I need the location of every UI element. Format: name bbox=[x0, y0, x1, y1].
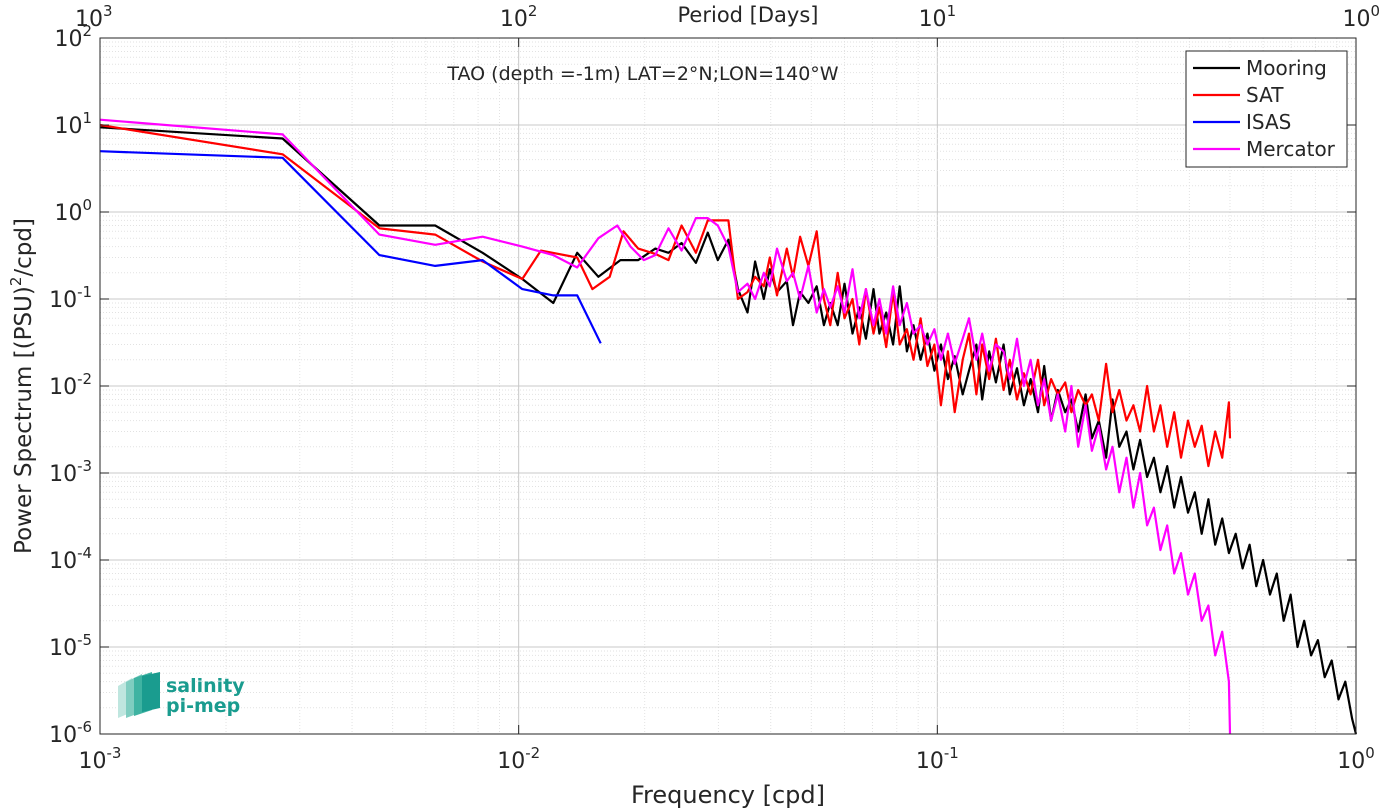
y-tick-label-exponent: -4 bbox=[77, 544, 92, 562]
y-axis-label-superscript: 2 bbox=[7, 277, 25, 287]
series-line-mercator bbox=[99, 118, 1232, 735]
top-tick-label-exponent: 0 bbox=[1370, 2, 1380, 20]
top-tick-label: 101 bbox=[919, 2, 957, 32]
y-tick-label-base: 10 bbox=[49, 375, 77, 400]
series-line-sat bbox=[99, 123, 1232, 468]
x-tick-label-base: 10 bbox=[1337, 749, 1365, 774]
y-tick-label: 10-4 bbox=[49, 544, 92, 574]
ticks bbox=[99, 37, 1357, 735]
y-tick-label-exponent: -2 bbox=[77, 370, 92, 388]
y-tick-label-exponent: 0 bbox=[82, 196, 92, 214]
top-tick-label-exponent: 3 bbox=[103, 2, 113, 20]
y-tick-label: 10-2 bbox=[49, 370, 92, 400]
top-tick-label-base: 10 bbox=[500, 7, 528, 32]
top-tick-label-base: 10 bbox=[919, 7, 947, 32]
y-axis-label-end: /cpd] bbox=[11, 218, 37, 277]
legend-label-mooring: Mooring bbox=[1246, 56, 1327, 80]
y-tick-label-base: 10 bbox=[49, 462, 77, 487]
x-tick-label: 10-1 bbox=[916, 744, 959, 774]
legend-label-sat: SAT bbox=[1246, 83, 1284, 107]
y-tick-label: 10-1 bbox=[49, 283, 92, 313]
y-tick-label: 10-3 bbox=[49, 457, 92, 487]
legend-items: Mooring SAT ISAS Mercator bbox=[1193, 56, 1336, 161]
x-tick-label-exponent: 0 bbox=[1365, 744, 1375, 762]
x-tick-label-base: 10 bbox=[916, 749, 944, 774]
y-tick-label-exponent: -3 bbox=[77, 457, 92, 475]
y-axis-label: Power Spectrum [(PSU)2/cpd] bbox=[7, 218, 37, 554]
series-layer bbox=[99, 118, 1358, 735]
top-tick-label: 100 bbox=[1342, 2, 1380, 32]
top-tick-label: 103 bbox=[75, 2, 113, 32]
x-tick-label: 10-3 bbox=[79, 744, 122, 774]
y-tick-label-base: 10 bbox=[49, 288, 77, 313]
legend-label-isas: ISAS bbox=[1246, 110, 1291, 134]
logo-text-salinity: salinity bbox=[166, 675, 245, 697]
y-axis-label-main: Power Spectrum [(PSU) bbox=[11, 286, 37, 554]
series-line-isas bbox=[99, 150, 602, 344]
legend-label-mercator: Mercator bbox=[1246, 137, 1336, 161]
legend-box bbox=[1185, 50, 1348, 168]
top-tick-label-exponent: 1 bbox=[947, 2, 957, 20]
chart-title: TAO (depth =-1m) LAT=2°N;LON=140°W bbox=[446, 63, 838, 85]
legend: Mooring SAT ISAS Mercator bbox=[1185, 50, 1348, 168]
y-tick-label: 10-6 bbox=[49, 718, 92, 748]
x-tick-label-base: 10 bbox=[497, 749, 525, 774]
salinity-pi-mep-logo: salinity pi-mep bbox=[118, 672, 245, 718]
y-tick-label-exponent: 2 bbox=[82, 22, 92, 40]
y-tick-label: 100 bbox=[54, 196, 92, 226]
y-tick-label: 102 bbox=[54, 22, 92, 52]
logo-wave-4 bbox=[142, 672, 160, 712]
x-tick-label-exponent: -2 bbox=[525, 744, 540, 762]
y-tick-label: 10-5 bbox=[49, 631, 92, 661]
y-tick-label-exponent: -5 bbox=[77, 631, 92, 649]
top-tick-label-base: 10 bbox=[75, 7, 103, 32]
x-tick-label-exponent: -1 bbox=[944, 744, 959, 762]
y-tick-label-exponent: -6 bbox=[77, 718, 92, 736]
x-tick-labels: 10-3 10-2 10-1 100 bbox=[79, 744, 1375, 774]
top-tick-label: 102 bbox=[500, 2, 538, 32]
x-tick-label: 10-2 bbox=[497, 744, 540, 774]
top-tick-label-exponent: 2 bbox=[528, 2, 538, 20]
y-tick-label-base: 10 bbox=[49, 636, 77, 661]
y-tick-label: 101 bbox=[54, 109, 92, 139]
y-tick-label-exponent: 1 bbox=[82, 109, 92, 127]
y-tick-label-base: 10 bbox=[54, 201, 82, 226]
x-tick-label-exponent: -3 bbox=[107, 744, 122, 762]
y-tick-label-base: 10 bbox=[49, 723, 77, 748]
y-tick-label-base: 10 bbox=[54, 114, 82, 139]
top-tick-label-base: 10 bbox=[1342, 7, 1370, 32]
top-axis-label: Period [Days] bbox=[678, 3, 819, 27]
top-tick-labels: 103 102 101 100 bbox=[75, 2, 1380, 32]
y-tick-label-exponent: -1 bbox=[77, 283, 92, 301]
logo-text-pi-mep: pi-mep bbox=[166, 695, 240, 717]
y-tick-label-base: 10 bbox=[54, 27, 82, 52]
y-tick-label-base: 10 bbox=[49, 549, 77, 574]
x-tick-label: 100 bbox=[1337, 744, 1375, 774]
x-axis-label: Frequency [cpd] bbox=[631, 781, 825, 809]
x-tick-label-base: 10 bbox=[79, 749, 107, 774]
